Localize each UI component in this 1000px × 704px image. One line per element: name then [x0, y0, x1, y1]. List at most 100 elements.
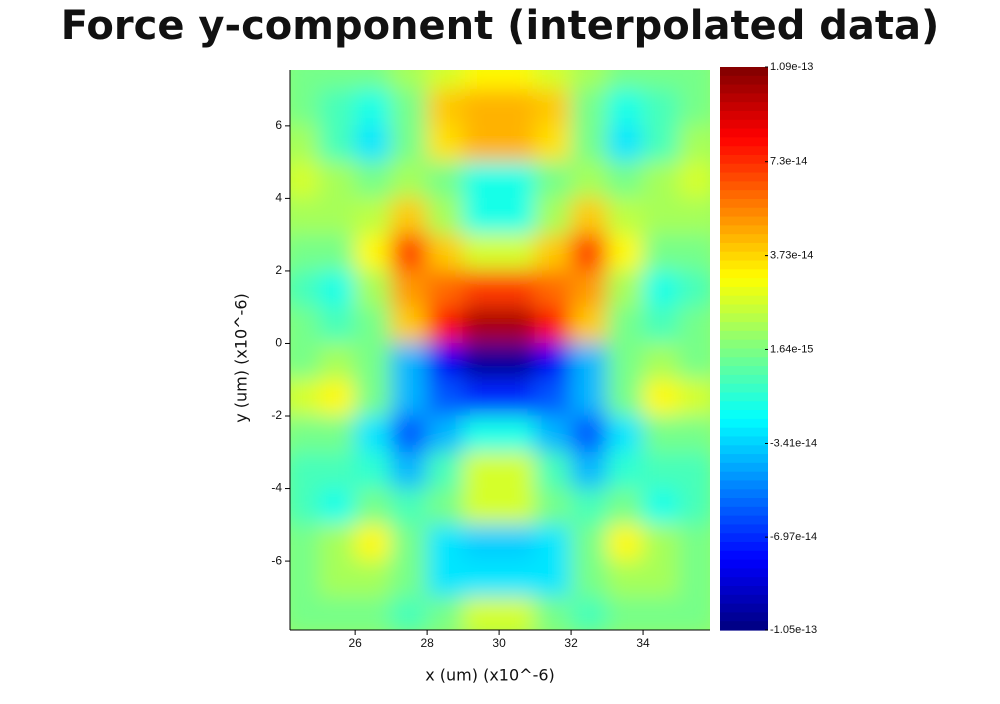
colorbar-step [720, 172, 768, 182]
colorbar-step [720, 480, 768, 490]
chart-title: Force y-component (interpolated data) [61, 3, 940, 49]
heat-cell [606, 379, 644, 417]
heatmap [290, 70, 710, 630]
heat-cell [570, 379, 608, 417]
heat-cell [678, 415, 710, 453]
colorbar-tick-label: -1.05e-13 [770, 624, 817, 636]
heat-cell [534, 89, 572, 127]
heat-cell [498, 342, 536, 381]
heat-cell [390, 234, 428, 272]
colorbar-tick-label: -3.41e-14 [770, 437, 817, 449]
heat-cell [570, 197, 608, 236]
heat-cell [426, 488, 464, 526]
heat-cell [390, 161, 428, 199]
x-tick-label: 28 [420, 636, 434, 650]
colorbar-step [720, 401, 768, 411]
heat-cell [318, 161, 356, 199]
heat-cell [570, 125, 608, 163]
heat-cell [318, 488, 356, 526]
colorbar-step [720, 462, 768, 473]
heat-cell [354, 161, 392, 199]
heat-cell [606, 89, 644, 127]
colorbar-step [720, 445, 768, 455]
heat-cell [534, 524, 572, 562]
heat-cell [290, 89, 320, 127]
heat-cell [642, 342, 680, 381]
heat-cell [534, 306, 572, 344]
colorbar-step [720, 119, 768, 130]
heat-cell [534, 161, 572, 199]
heat-cell [570, 560, 608, 598]
heat-cell [606, 70, 644, 91]
heat-cell [290, 270, 320, 308]
heat-cell [462, 125, 500, 163]
heat-cell [678, 488, 710, 526]
heat-cell [462, 89, 500, 127]
heat-cell [290, 70, 320, 91]
colorbar-step [720, 198, 768, 209]
colorbar: 1.09e-13 7.3e-14 3.73e-14 1.64e-15 -3.41e-14… [720, 61, 817, 636]
heat-cell [534, 197, 572, 236]
heat-cell [570, 596, 608, 630]
heat-cell [606, 596, 644, 630]
heat-cell [534, 342, 572, 381]
heat-cell [570, 270, 608, 308]
heat-cell [642, 560, 680, 598]
heat-cell [642, 306, 680, 344]
y-axis-label: y (um) (x10^-6) [232, 293, 251, 423]
heat-cell [354, 125, 392, 163]
heat-cell [318, 596, 356, 630]
heat-cell [642, 488, 680, 526]
heat-cell [498, 197, 536, 236]
heat-cell [290, 596, 320, 630]
heat-cell [534, 415, 572, 453]
y-tick-label: 6 [275, 118, 282, 132]
heat-cell [390, 89, 428, 127]
heat-cell [462, 197, 500, 236]
heat-cell [426, 596, 464, 630]
heat-cell [642, 596, 680, 630]
heat-cell [678, 125, 710, 163]
x-axis-label: x (um) (x10^-6) [425, 666, 555, 685]
heat-cell [462, 306, 500, 344]
colorbar-step [720, 128, 768, 138]
heat-cell [498, 379, 536, 417]
heat-cell [498, 560, 536, 598]
heat-cell [462, 270, 500, 308]
heat-cell [570, 524, 608, 562]
heat-cell [570, 415, 608, 453]
heat-cell [354, 379, 392, 417]
heat-cell [390, 415, 428, 453]
heat-cell [390, 342, 428, 381]
heat-cell [390, 524, 428, 562]
heat-cell [642, 524, 680, 562]
heat-cell [462, 415, 500, 453]
colorbar-step [720, 586, 768, 596]
heat-cell [642, 270, 680, 308]
heat-cell [678, 270, 710, 308]
heat-cell [642, 379, 680, 417]
heat-cell [534, 379, 572, 417]
heat-cell [426, 89, 464, 127]
heat-cell [606, 488, 644, 526]
heat-cell [318, 342, 356, 381]
heat-cell [642, 161, 680, 199]
heat-cell [642, 415, 680, 453]
heat-cell [570, 342, 608, 381]
heat-cell [318, 451, 356, 490]
colorbar-step [720, 489, 768, 499]
colorbar-step [720, 146, 768, 156]
heat-cell [678, 342, 710, 381]
heat-cell [354, 306, 392, 344]
heat-cell [570, 161, 608, 199]
colorbar-tick-label: 1.09e-13 [770, 61, 813, 73]
heat-cell [462, 234, 500, 272]
heat-cell [354, 70, 392, 91]
heat-cell [462, 70, 500, 91]
heat-cell [642, 197, 680, 236]
colorbar-step [720, 577, 768, 587]
colorbar-step [720, 339, 768, 350]
heat-cell [354, 488, 392, 526]
colorbar-step [720, 84, 768, 94]
colorbar-step [720, 454, 768, 464]
